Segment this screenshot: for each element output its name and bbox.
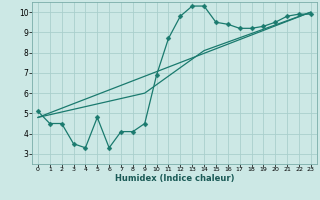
- X-axis label: Humidex (Indice chaleur): Humidex (Indice chaleur): [115, 174, 234, 183]
